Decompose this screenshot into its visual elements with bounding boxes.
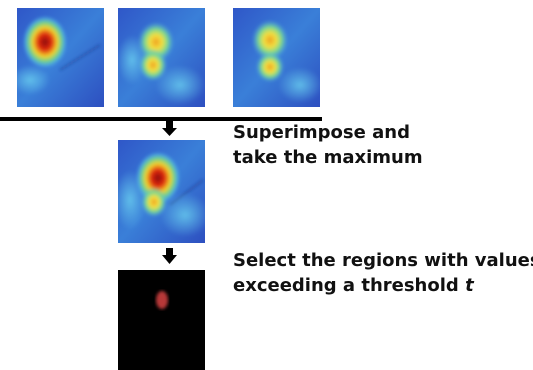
step-label-text: exceeding a threshold [233,275,459,296]
heatmap-2 [117,8,205,107]
page: {"steps": [ {"label_lines": ["Superimpos… [0,0,533,370]
diagram: Superimpose and take the maximum Select … [0,0,533,370]
variable: t [465,275,475,296]
step-label: Superimpose and [233,122,410,143]
heatmap-1 [10,8,104,107]
heatmap-max [114,140,210,243]
threshold-mask [118,270,205,370]
step-label: take the maximum [233,147,423,168]
step-label: exceeding a threshold t [233,275,475,296]
arrow-2 [162,248,177,264]
arrow-1 [162,121,177,136]
merge-bar [0,117,322,121]
step-label: Select the regions with values [233,250,533,271]
heatmap-3 [233,8,322,107]
